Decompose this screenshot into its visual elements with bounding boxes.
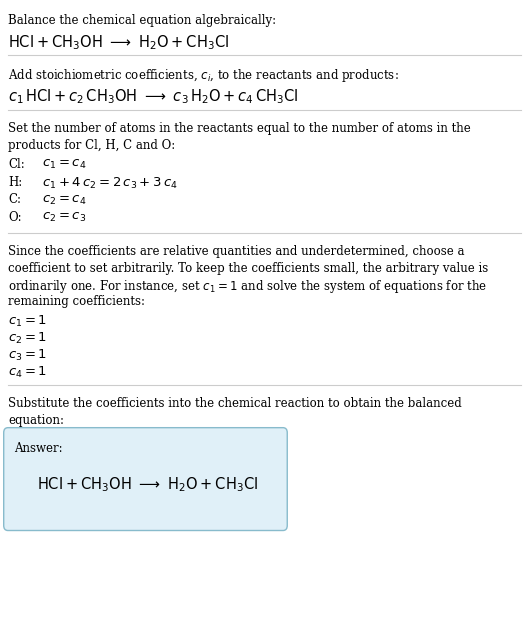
Text: $c_2 = 1$: $c_2 = 1$ bbox=[8, 330, 47, 345]
Text: products for Cl, H, C and O:: products for Cl, H, C and O: bbox=[8, 139, 175, 152]
Text: $c_1 + 4\,c_2 = 2\,c_3 + 3\,c_4$: $c_1 + 4\,c_2 = 2\,c_3 + 3\,c_4$ bbox=[42, 176, 178, 191]
Text: Cl:: Cl: bbox=[8, 158, 25, 171]
Text: Answer:: Answer: bbox=[14, 442, 63, 455]
Text: $c_1 = 1$: $c_1 = 1$ bbox=[8, 314, 47, 329]
Text: C:: C: bbox=[8, 193, 21, 206]
Text: coefficient to set arbitrarily. To keep the coefficients small, the arbitrary va: coefficient to set arbitrarily. To keep … bbox=[8, 261, 488, 275]
Text: $c_4 = 1$: $c_4 = 1$ bbox=[8, 364, 47, 379]
Text: Set the number of atoms in the reactants equal to the number of atoms in the: Set the number of atoms in the reactants… bbox=[8, 122, 471, 135]
Text: Balance the chemical equation algebraically:: Balance the chemical equation algebraica… bbox=[8, 14, 276, 27]
Text: Since the coefficients are relative quantities and underdetermined, choose a: Since the coefficients are relative quan… bbox=[8, 245, 464, 258]
Text: Add stoichiometric coefficients, $c_i$, to the reactants and products:: Add stoichiometric coefficients, $c_i$, … bbox=[8, 68, 399, 85]
Text: H:: H: bbox=[8, 176, 22, 189]
Text: remaining coefficients:: remaining coefficients: bbox=[8, 295, 145, 308]
Text: O:: O: bbox=[8, 211, 22, 224]
Text: $c_1\,\mathrm{HCl} + c_2\,\mathrm{CH_3OH}\ \longrightarrow\ c_3\,\mathrm{H_2O} +: $c_1\,\mathrm{HCl} + c_2\,\mathrm{CH_3OH… bbox=[8, 87, 298, 106]
Text: $c_1 = c_4$: $c_1 = c_4$ bbox=[42, 158, 87, 171]
Text: $\mathrm{HCl} + \mathrm{CH_3OH}\ \longrightarrow\ \mathrm{H_2O} + \mathrm{CH_3Cl: $\mathrm{HCl} + \mathrm{CH_3OH}\ \longri… bbox=[8, 33, 229, 52]
Text: ordinarily one. For instance, set $c_1 = 1$ and solve the system of equations fo: ordinarily one. For instance, set $c_1 =… bbox=[8, 278, 487, 295]
Text: equation:: equation: bbox=[8, 414, 64, 427]
Text: $\mathrm{HCl} + \mathrm{CH_3OH}\ \longrightarrow\ \mathrm{H_2O} + \mathrm{CH_3Cl: $\mathrm{HCl} + \mathrm{CH_3OH}\ \longri… bbox=[37, 475, 258, 494]
Text: Substitute the coefficients into the chemical reaction to obtain the balanced: Substitute the coefficients into the che… bbox=[8, 398, 462, 410]
Text: $c_2 = c_3$: $c_2 = c_3$ bbox=[42, 211, 87, 224]
Text: $c_3 = 1$: $c_3 = 1$ bbox=[8, 347, 47, 362]
Text: $c_2 = c_4$: $c_2 = c_4$ bbox=[42, 193, 87, 206]
FancyBboxPatch shape bbox=[4, 428, 287, 530]
